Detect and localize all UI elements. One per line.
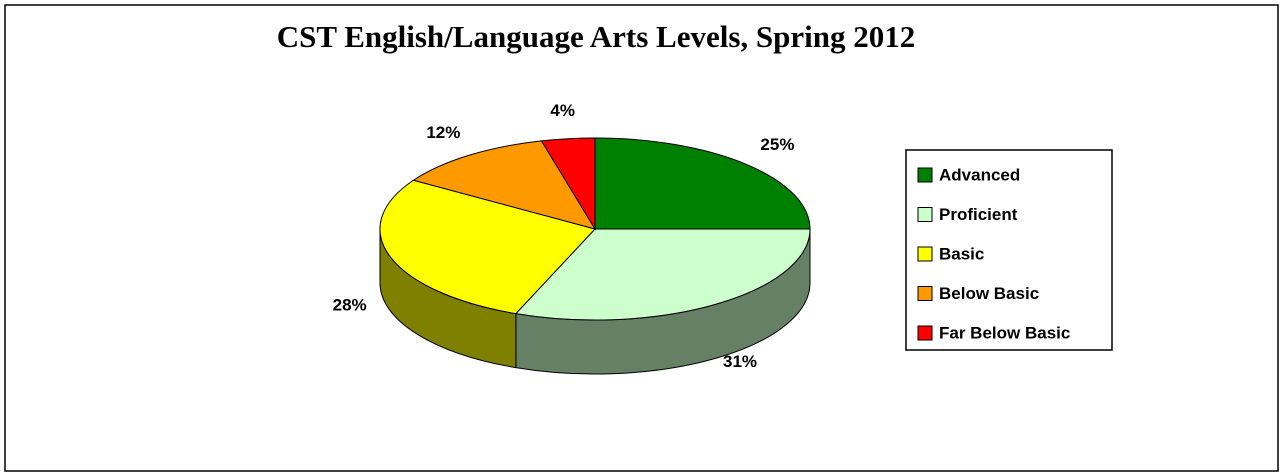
data-label: 4% bbox=[550, 101, 575, 120]
legend-label: Below Basic bbox=[939, 284, 1039, 303]
legend-label: Basic bbox=[939, 244, 984, 263]
slice bbox=[540, 137, 596, 231]
data-label: 12% bbox=[426, 123, 460, 142]
legend-swatch bbox=[917, 325, 933, 341]
data-label: 28% bbox=[333, 295, 367, 314]
legend-swatch bbox=[917, 246, 933, 262]
legend-label: Proficient bbox=[939, 205, 1018, 224]
legend-swatch bbox=[917, 207, 933, 222]
slice bbox=[594, 137, 811, 230]
legend-label: Far Below Basic bbox=[939, 323, 1070, 342]
slice bbox=[379, 179, 596, 315]
legend-swatch bbox=[917, 167, 933, 183]
legend-label: Advanced bbox=[939, 165, 1020, 184]
chart-title: CST English/Language Arts Levels, Spring… bbox=[277, 19, 916, 54]
legend-swatch bbox=[917, 286, 933, 301]
slice bbox=[514, 228, 811, 321]
data-label: 31% bbox=[723, 352, 757, 371]
legend-box bbox=[905, 149, 1113, 351]
data-label: 25% bbox=[760, 135, 794, 154]
slice bbox=[412, 140, 597, 230]
